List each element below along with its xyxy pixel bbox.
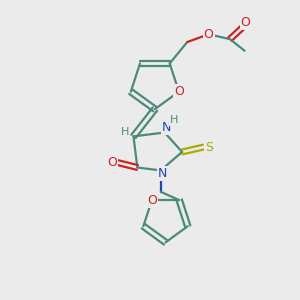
Text: N: N xyxy=(162,121,171,134)
Text: N: N xyxy=(158,167,167,180)
Text: H: H xyxy=(170,115,178,125)
Text: H: H xyxy=(121,127,129,136)
Text: O: O xyxy=(174,85,184,98)
Text: O: O xyxy=(147,194,157,207)
Text: O: O xyxy=(241,16,250,29)
Text: O: O xyxy=(107,156,117,169)
Text: S: S xyxy=(205,141,213,154)
Text: O: O xyxy=(204,28,214,41)
